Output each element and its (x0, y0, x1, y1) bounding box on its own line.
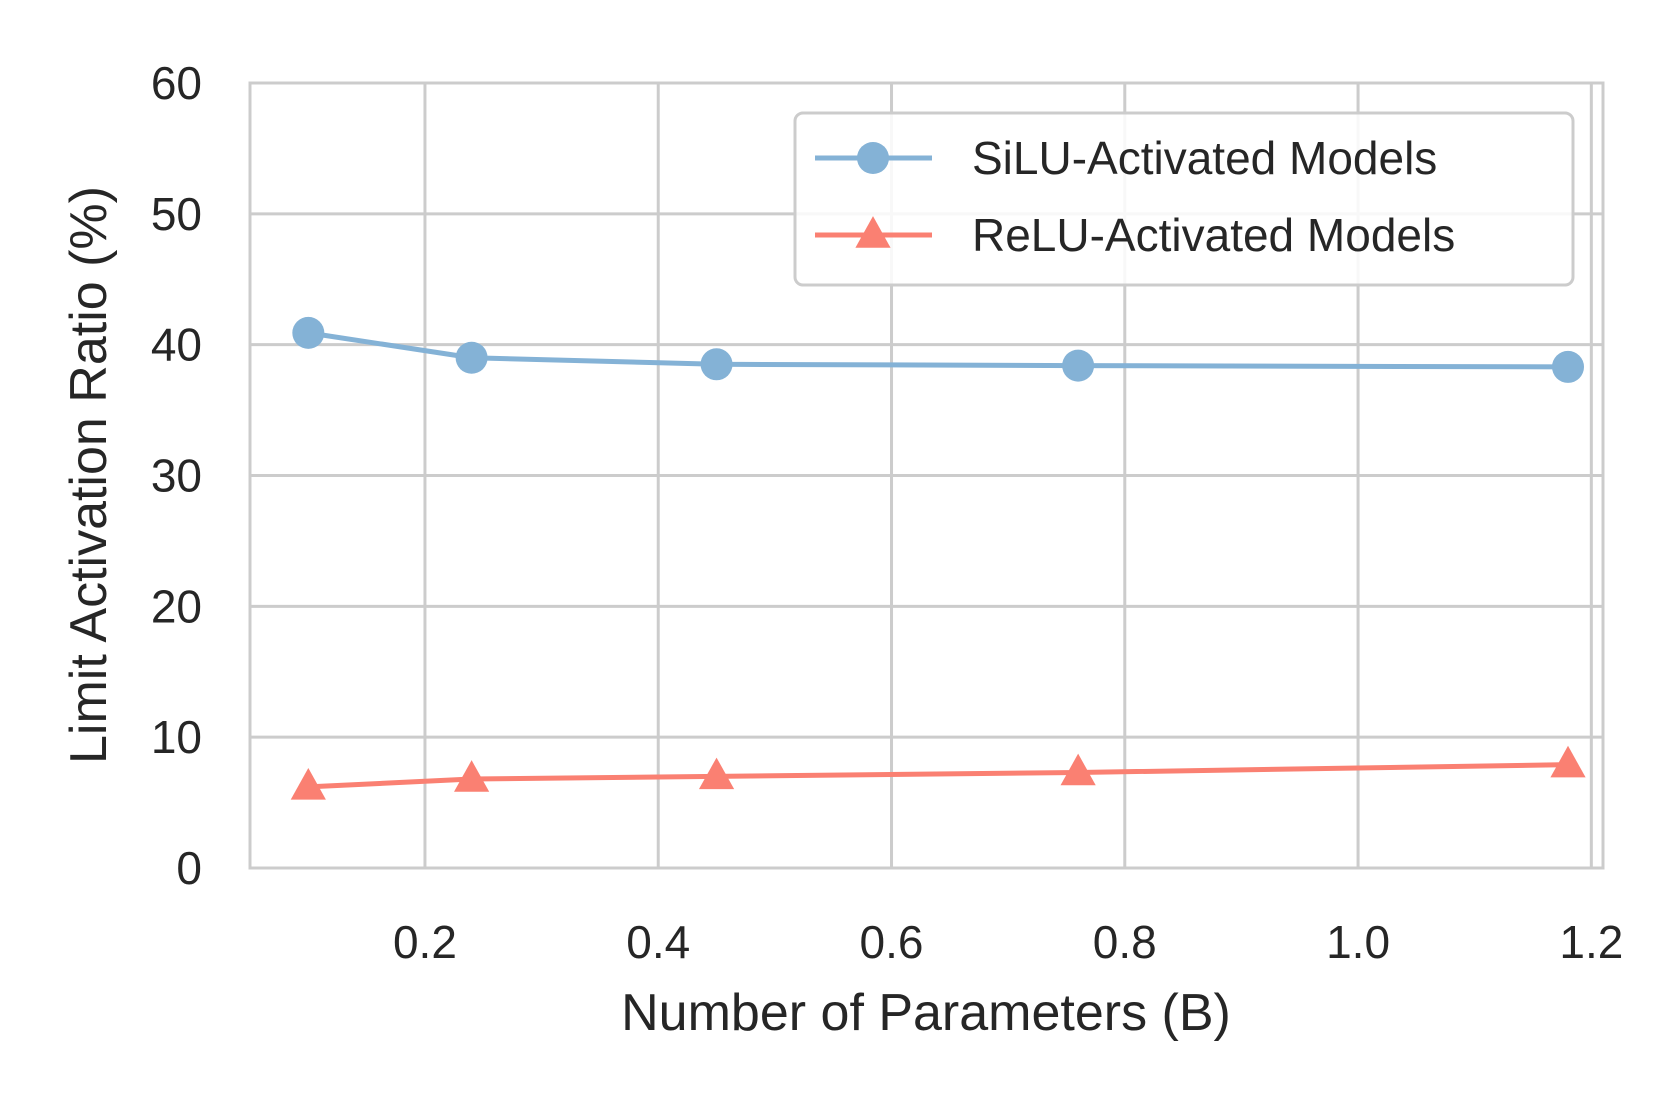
x-tick-label: 1.0 (1326, 916, 1390, 968)
x-tick-label: 0.6 (860, 916, 924, 968)
data-point-triangle (1060, 753, 1096, 786)
x-tick-label: 0.8 (1093, 916, 1157, 968)
series-line (308, 762, 1569, 790)
legend: SiLU-Activated Models ReLU-Activated Mode… (793, 111, 1575, 287)
data-point-circle (292, 316, 325, 349)
data-point-triangle (1550, 745, 1586, 778)
x-tick-labels: 0.2 0.4 0.6 0.8 1.0 1.2 (393, 916, 1623, 968)
y-tick-label: 20 (151, 580, 202, 632)
legend-frame (793, 111, 1575, 287)
data-point-circle (1062, 349, 1095, 382)
legend-entry: ReLU-Activated Models (815, 209, 1455, 261)
y-tick-label: 30 (151, 450, 202, 502)
data-point-triangle (290, 768, 326, 800)
y-tick-labels: 0 10 20 30 40 50 60 (151, 57, 202, 894)
x-tick-label: 0.4 (626, 916, 690, 968)
x-tick-label: 0.2 (393, 916, 457, 968)
legend-entries: SiLU-Activated Models ReLU-Activated Mode… (815, 132, 1455, 261)
data-point-circle (1552, 350, 1585, 383)
data-point-triangle (698, 757, 735, 790)
legend-entry: SiLU-Activated Models (815, 132, 1437, 184)
data-point-triangle (454, 760, 490, 792)
y-tick-label: 40 (151, 319, 202, 371)
data-point-circle (455, 341, 488, 374)
series-line (307, 330, 1569, 370)
series-silu (292, 316, 1585, 383)
y-axis-label: Limit Activation Ratio (%) (60, 186, 118, 764)
plot-frame (248, 81, 1605, 870)
legend-marker-swatch (857, 142, 889, 174)
legend-label: SiLU-Activated Models (972, 132, 1437, 184)
y-tick-label: 10 (151, 711, 202, 763)
series-layer (290, 316, 1586, 800)
series-relu (290, 745, 1586, 800)
y-tick-label: 0 (176, 842, 202, 894)
y-tick-label: 60 (151, 57, 202, 109)
x-tick-label: 1.2 (1559, 916, 1623, 968)
legend-label: ReLU-Activated Models (972, 209, 1455, 261)
x-axis-label: Number of Parameters (B) (621, 984, 1231, 1042)
legend-marker-swatch (855, 216, 891, 248)
y-tick-label: 50 (151, 188, 202, 240)
data-point-circle (700, 348, 733, 381)
